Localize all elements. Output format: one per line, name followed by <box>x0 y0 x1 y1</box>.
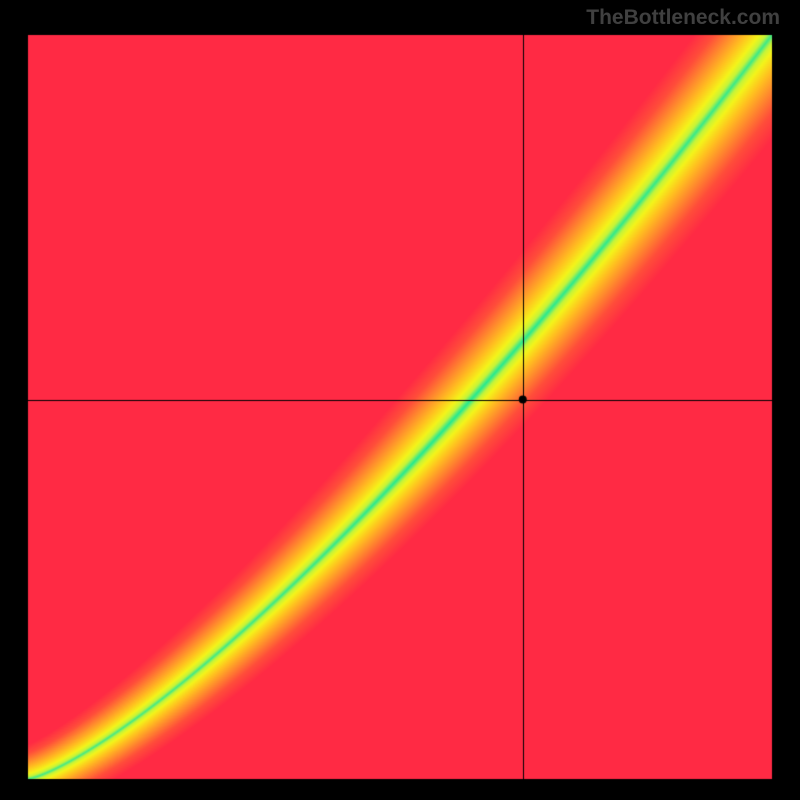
watermark: TheBottleneck.com <box>586 6 780 30</box>
heatmap-chart <box>0 0 800 800</box>
chart-container: TheBottleneck.com <box>0 0 800 800</box>
